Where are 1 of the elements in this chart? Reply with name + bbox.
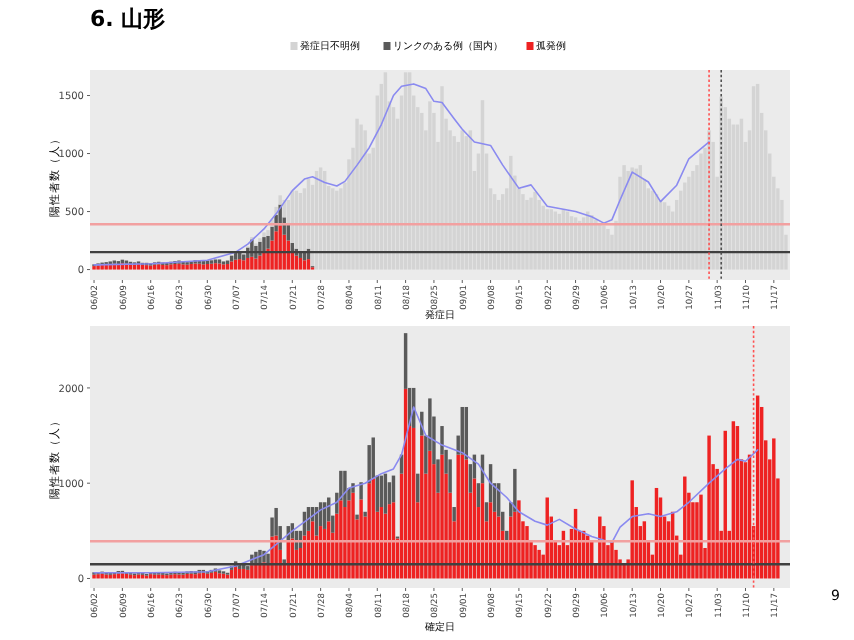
chart-title: 6. 山形: [90, 6, 166, 32]
